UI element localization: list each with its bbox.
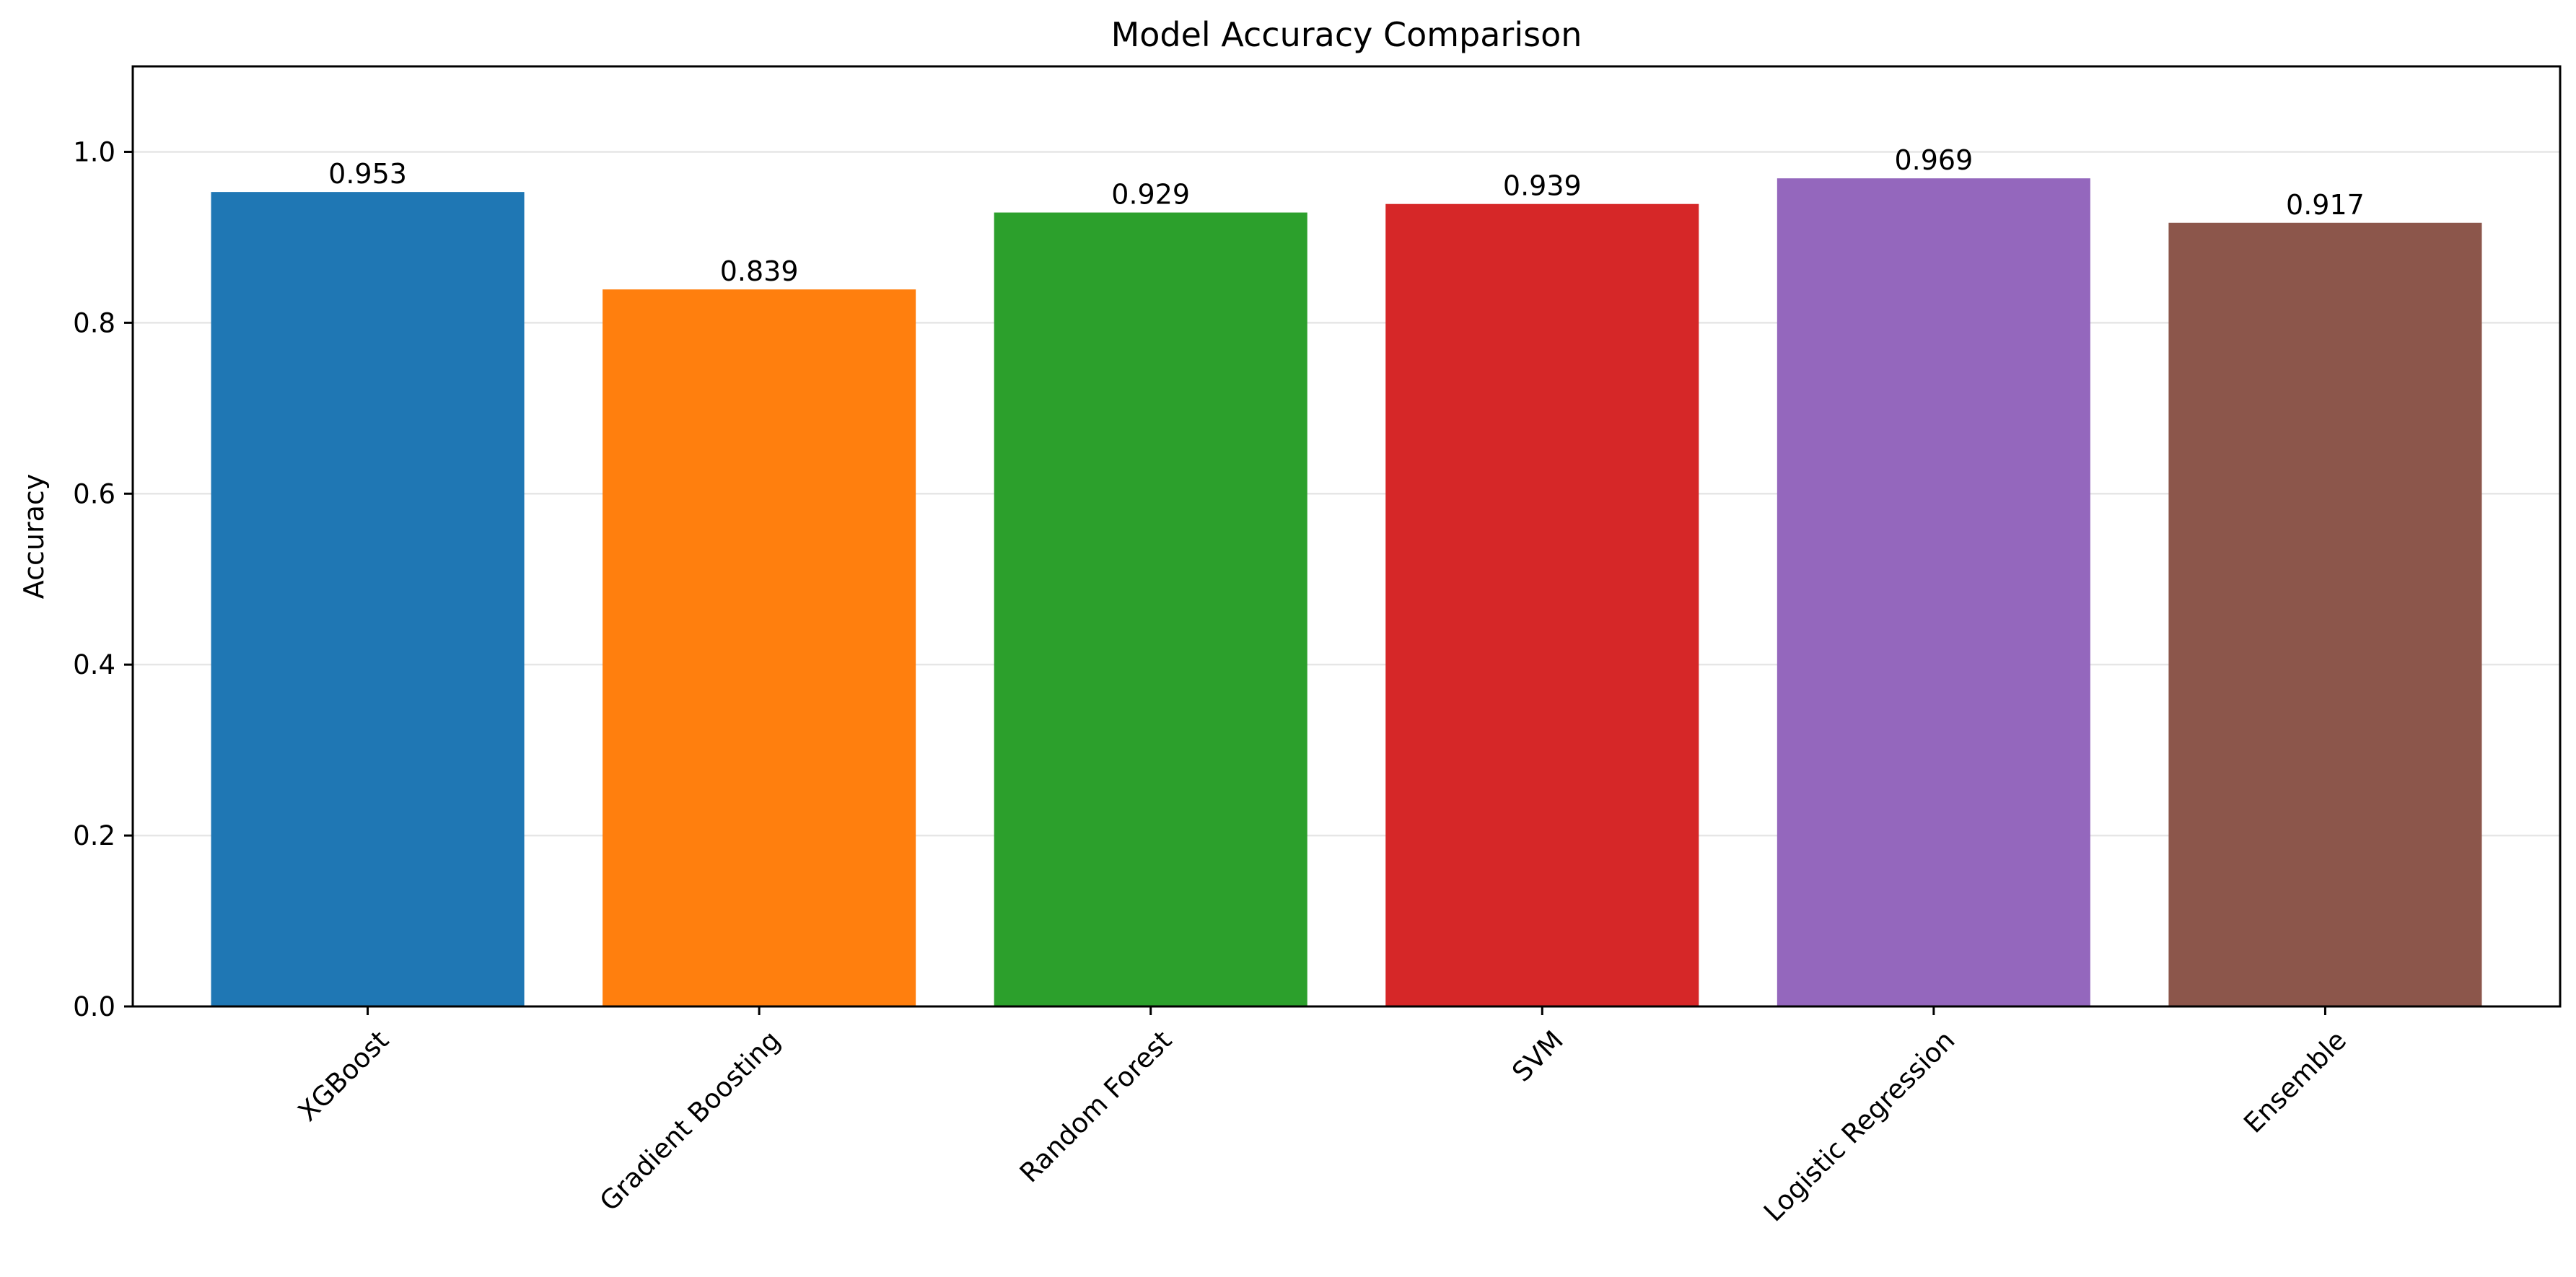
x-tick-label-2: Random Forest — [1014, 1024, 1178, 1188]
y-axis-label: Accuracy — [18, 474, 50, 600]
data-label-3: 0.939 — [1503, 170, 1582, 202]
x-tick-label-5: Ensemble — [2238, 1024, 2352, 1139]
y-tick-label-4: 0.8 — [73, 307, 115, 338]
y-tick-label-1: 0.2 — [73, 820, 115, 851]
bar-xgboost — [211, 192, 525, 1006]
data-label-5: 0.917 — [2286, 189, 2365, 221]
bar-gradient-boosting — [603, 289, 916, 1006]
x-tick-label-3: SVM — [1506, 1024, 1569, 1087]
data-label-0: 0.953 — [328, 158, 407, 190]
y-tick-label-3: 0.6 — [73, 478, 115, 509]
x-tick-label-4: Logistic Regression — [1758, 1024, 1961, 1227]
y-axis-ticks: 0.0 0.2 0.4 0.6 0.8 1.0 — [73, 136, 133, 1022]
bar-logistic-regression — [1777, 178, 2090, 1007]
data-label-4: 0.969 — [1894, 144, 1973, 176]
y-tick-label-5: 1.0 — [73, 136, 115, 167]
bars — [211, 178, 2482, 1007]
plot-frame — [131, 65, 2562, 1008]
data-label-2: 0.929 — [1111, 179, 1190, 211]
bar-ensemble — [2168, 222, 2482, 1006]
data-labels: 0.953 0.839 0.929 0.939 0.969 0.917 — [328, 144, 2365, 287]
bar-svm — [1385, 203, 1699, 1007]
data-label-1: 0.839 — [720, 255, 799, 287]
y-tick-label-0: 0.0 — [73, 991, 115, 1022]
bar-random-forest — [994, 212, 1307, 1007]
x-tick-label-0: XGBoost — [292, 1024, 395, 1127]
x-axis-ticks: XGBoost Gradient Boosting Random Forest SVM… — [292, 1006, 2352, 1228]
x-tick-label-1: Gradient Boosting — [594, 1024, 787, 1217]
chart-title: Model Accuracy Comparison — [1111, 15, 1582, 54]
y-tick-label-2: 0.4 — [73, 649, 115, 680]
